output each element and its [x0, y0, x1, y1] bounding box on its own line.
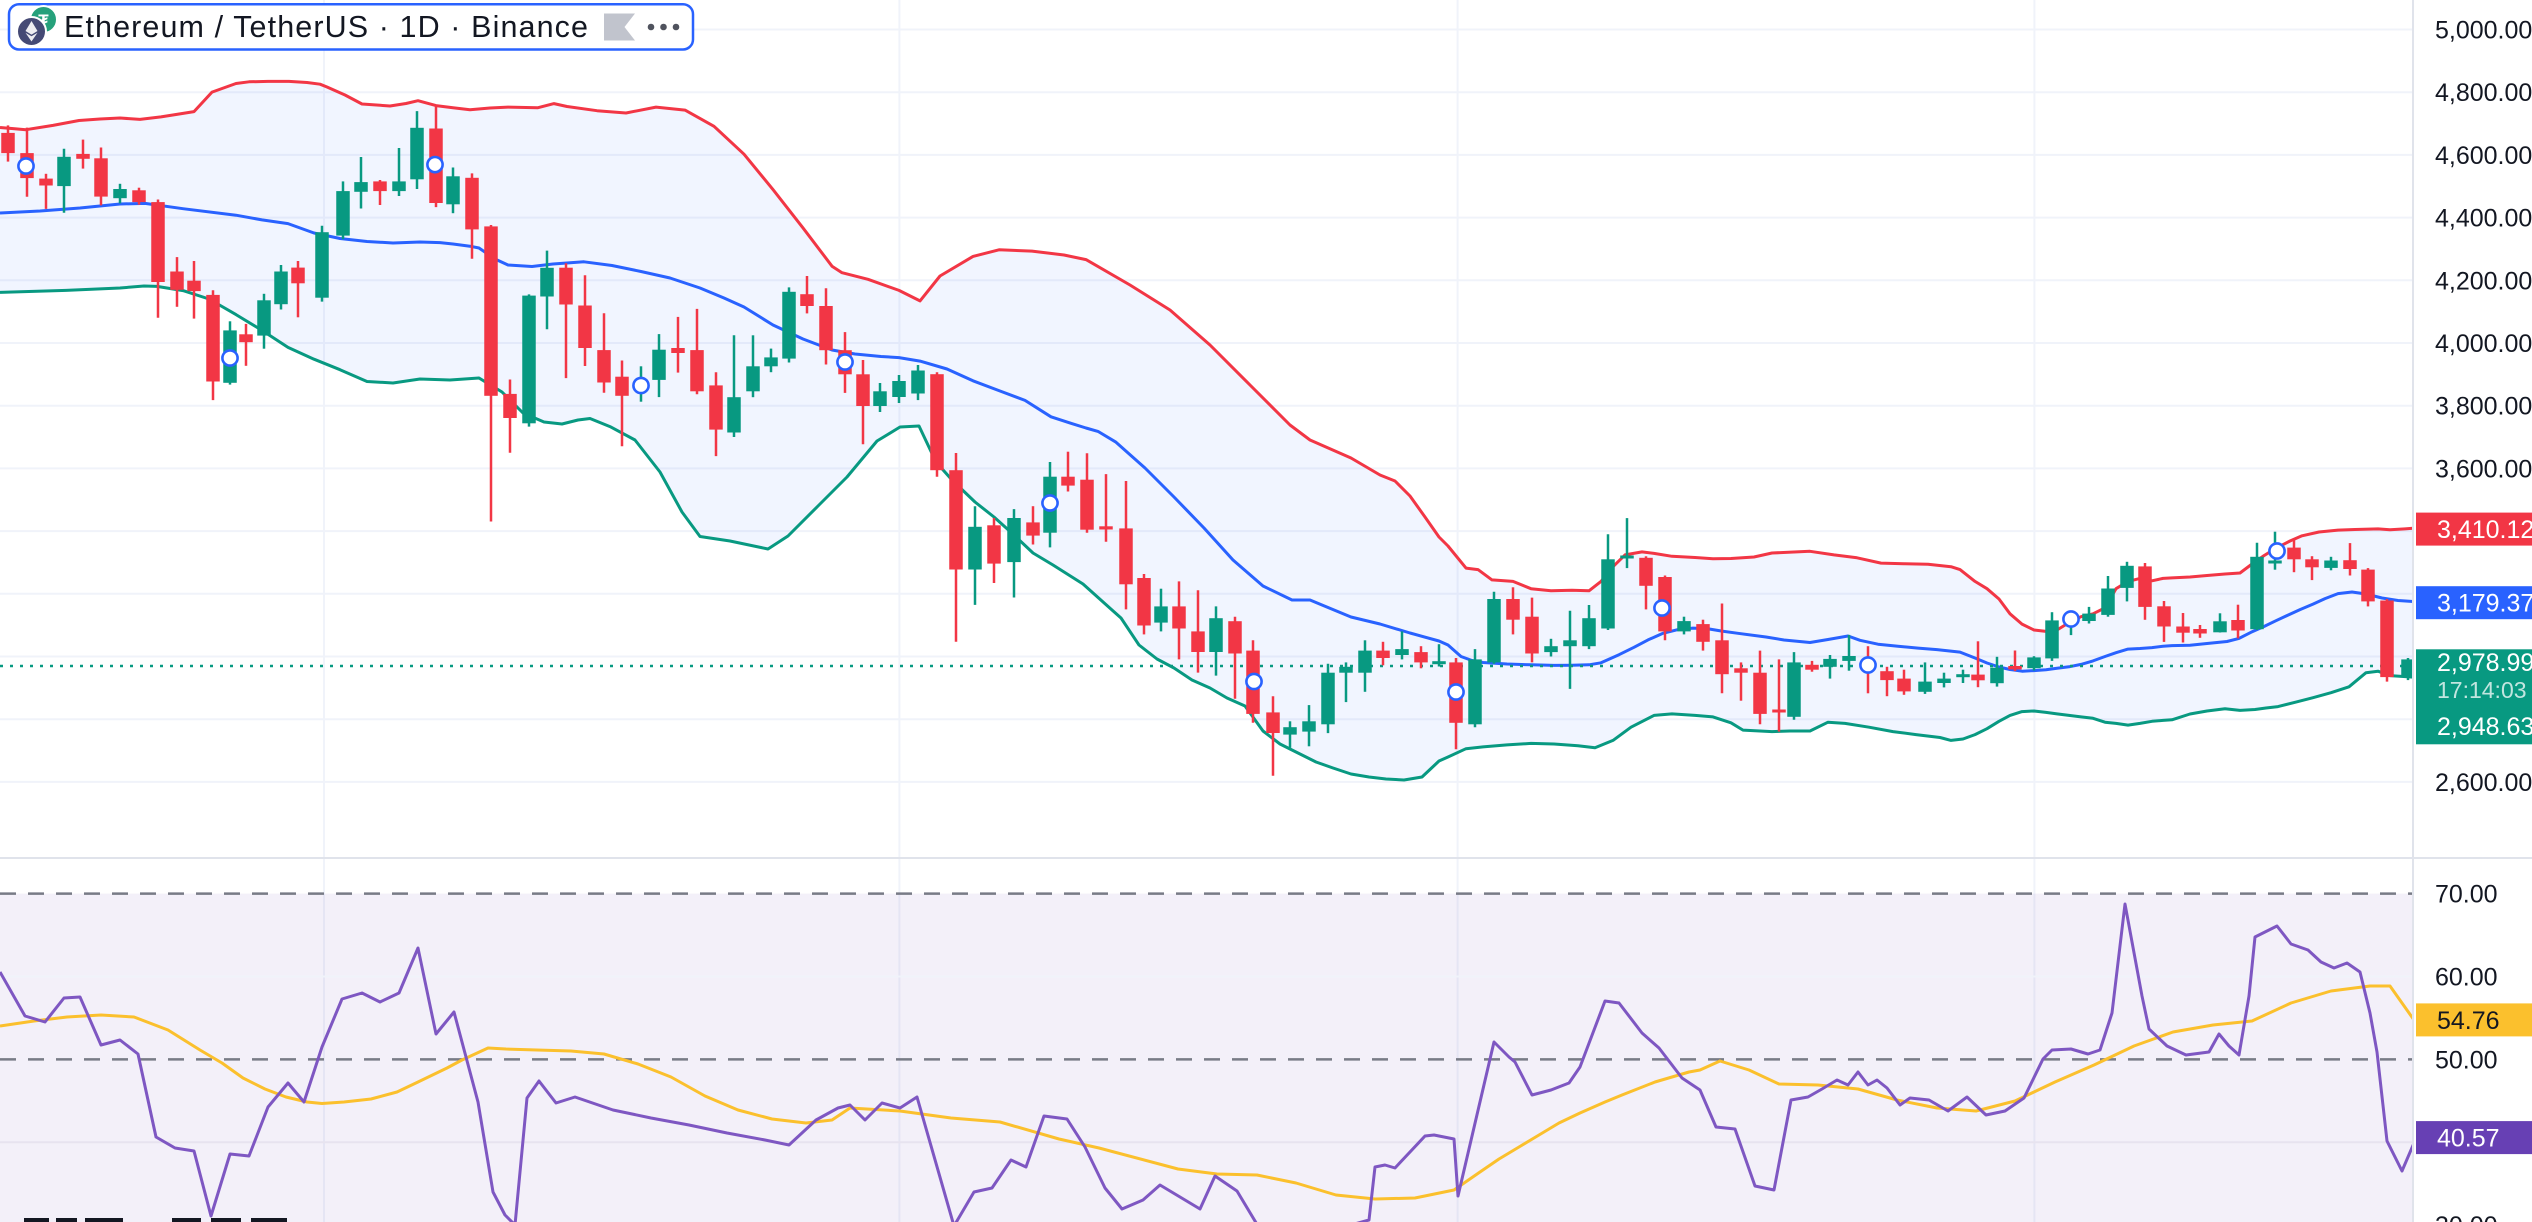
svg-text:4,200.00: 4,200.00	[2435, 267, 2532, 295]
svg-text:3,600.00: 3,600.00	[2435, 455, 2532, 483]
svg-text:4,800.00: 4,800.00	[2435, 79, 2532, 107]
svg-text:3,410.12: 3,410.12	[2437, 516, 2532, 544]
svg-text:2,600.00: 2,600.00	[2435, 769, 2532, 797]
svg-text:4,400.00: 4,400.00	[2435, 205, 2532, 233]
svg-text:30.00: 30.00	[2435, 1212, 2498, 1222]
svg-text:4,000.00: 4,000.00	[2435, 330, 2532, 358]
svg-text:₮: ₮	[38, 11, 49, 30]
svg-text:40.57: 40.57	[2437, 1125, 2500, 1153]
svg-text:54.76: 54.76	[2437, 1007, 2500, 1035]
svg-text:17:14:03: 17:14:03	[2437, 677, 2527, 703]
svg-text:2,948.63: 2,948.63	[2437, 713, 2532, 741]
svg-text:2,978.99: 2,978.99	[2437, 649, 2532, 677]
svg-text:50.00: 50.00	[2435, 1046, 2498, 1074]
svg-text:5,000.00: 5,000.00	[2435, 17, 2532, 45]
svg-text:60.00: 60.00	[2435, 964, 2498, 992]
svg-text:Ethereum / TetherUS · 1D · Bin: Ethereum / TetherUS · 1D · Binance	[64, 10, 589, 44]
svg-text:70.00: 70.00	[2435, 881, 2498, 909]
svg-text:3,179.37: 3,179.37	[2437, 590, 2532, 618]
svg-text:4,600.00: 4,600.00	[2435, 142, 2532, 170]
svg-text:3,800.00: 3,800.00	[2435, 393, 2532, 421]
